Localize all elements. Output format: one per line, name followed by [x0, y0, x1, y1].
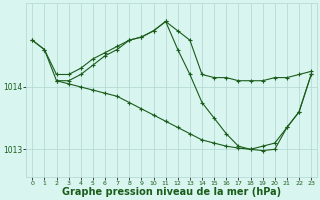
X-axis label: Graphe pression niveau de la mer (hPa): Graphe pression niveau de la mer (hPa) — [62, 187, 281, 197]
